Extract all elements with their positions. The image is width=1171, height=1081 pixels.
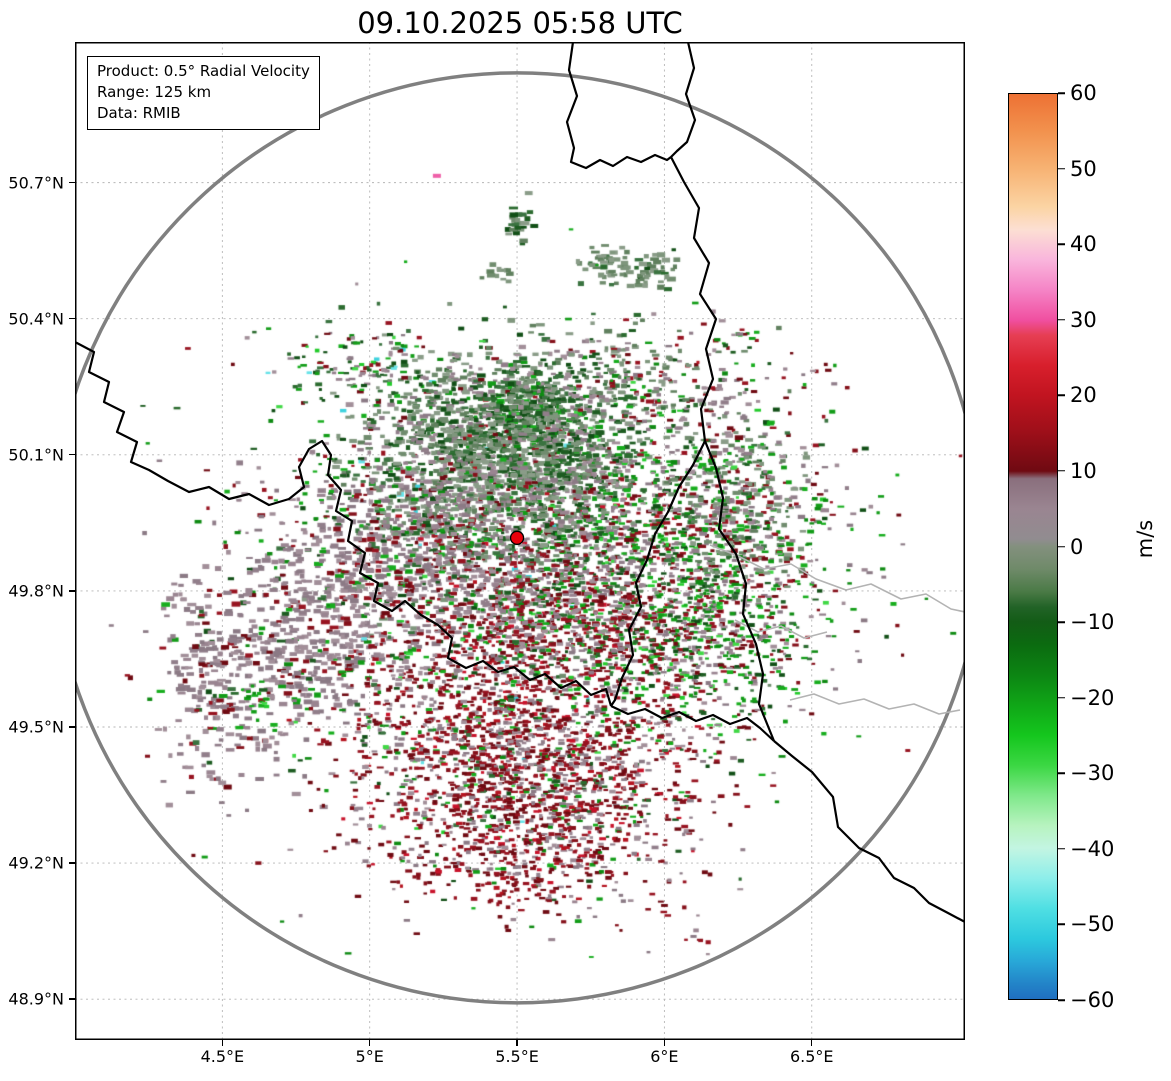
- colorbar-tick-mark: [1058, 772, 1065, 774]
- range-line: Range: 125 km: [97, 83, 212, 101]
- colorbar-tick-mark: [1058, 167, 1065, 170]
- colorbar-tick-label: −50: [1070, 912, 1115, 937]
- y-tick-label: 50.7°N: [8, 173, 64, 193]
- product-line: Product: 0.5° Radial Velocity: [97, 62, 310, 80]
- x-tick-label: 6.5°E: [789, 1047, 834, 1066]
- x-tick-mark: [811, 1040, 813, 1046]
- y-tick-label: 48.9°N: [8, 989, 64, 1009]
- colorbar-tick-mark: [1058, 243, 1065, 245]
- colorbar-tick-label: −10: [1070, 610, 1115, 635]
- range-ring: [75, 71, 965, 1005]
- colorbar-unit-label: m/s: [1133, 519, 1158, 559]
- plot-area: Product: 0.5° Radial Velocity Range: 125…: [75, 42, 965, 1040]
- region-border: [709, 544, 965, 613]
- x-tick-label: 5°E: [355, 1047, 384, 1066]
- x-tick-mark: [221, 1040, 224, 1046]
- plot-title: 09.10.2025 05:58 UTC: [357, 6, 683, 40]
- product-info-box: Product: 0.5° Radial Velocity Range: 125…: [87, 56, 320, 130]
- colorbar-tick-mark: [1058, 92, 1065, 94]
- colorbar-tick-label: −30: [1070, 761, 1115, 786]
- colorbar-tick-mark: [1058, 923, 1065, 926]
- x-tick-label: 6°E: [650, 1047, 679, 1066]
- y-tick-label: 49.8°N: [8, 581, 64, 601]
- country-border: [703, 440, 776, 742]
- y-tick-label: 49.2°N: [8, 853, 64, 873]
- radar-site-marker: [509, 530, 525, 545]
- y-tick-label: 50.4°N: [8, 309, 64, 329]
- x-tick-mark: [516, 1040, 518, 1046]
- colorbar-tick-label: −60: [1070, 988, 1115, 1012]
- country-border: [610, 705, 775, 742]
- colorbar-gradient: [1008, 93, 1058, 1000]
- x-tick-label: 5.5°E: [495, 1047, 539, 1066]
- y-tick-label: 50.1°N: [8, 445, 64, 465]
- country-border: [670, 42, 697, 158]
- axes-spine: [75, 42, 965, 1040]
- colorbar-tick-label: 50: [1070, 156, 1097, 181]
- colorbar-tick-mark: [1058, 545, 1065, 548]
- country-border: [610, 440, 706, 707]
- y-tick-mark: [69, 590, 75, 592]
- y-tick-mark: [69, 726, 75, 728]
- colorbar-tick-label: 20: [1070, 383, 1097, 408]
- x-tick-mark: [369, 1040, 371, 1046]
- region-border: [734, 619, 828, 639]
- x-tick-label: 4.5°E: [200, 1047, 245, 1066]
- country-border: [565, 42, 672, 170]
- y-tick-mark: [69, 998, 75, 1000]
- x-tick-mark: [663, 1040, 666, 1046]
- y-tick-mark: [69, 181, 75, 184]
- country-border: [773, 740, 965, 923]
- colorbar-tick-label: −40: [1070, 836, 1115, 861]
- y-tick-mark: [69, 318, 75, 320]
- colorbar-tick-mark: [1058, 470, 1065, 472]
- colorbar-tick-mark: [1058, 696, 1065, 699]
- colorbar-tick-label: 0: [1070, 534, 1084, 559]
- y-tick-mark: [69, 862, 75, 864]
- country-border: [670, 156, 718, 442]
- data-source-line: Data: RMIB: [97, 104, 181, 122]
- region-border: [789, 693, 961, 715]
- map-overlay-layer: [75, 42, 965, 1040]
- colorbar-tick-label: 30: [1070, 307, 1097, 332]
- colorbar-tick-mark: [1058, 319, 1065, 321]
- y-tick-label: 49.5°N: [8, 717, 64, 737]
- country-border: [75, 341, 613, 707]
- colorbar-tick-label: 40: [1070, 232, 1097, 257]
- colorbar-tick-mark: [1058, 848, 1065, 850]
- colorbar-tick-label: 10: [1070, 458, 1097, 483]
- y-tick-mark: [69, 454, 75, 456]
- colorbar-tick-mark: [1058, 621, 1065, 623]
- colorbar-tick-mark: [1058, 999, 1065, 1001]
- colorbar-tick-label: 60: [1070, 81, 1097, 105]
- colorbar-tick-mark: [1058, 394, 1065, 397]
- colorbar-tick-label: −20: [1070, 685, 1115, 710]
